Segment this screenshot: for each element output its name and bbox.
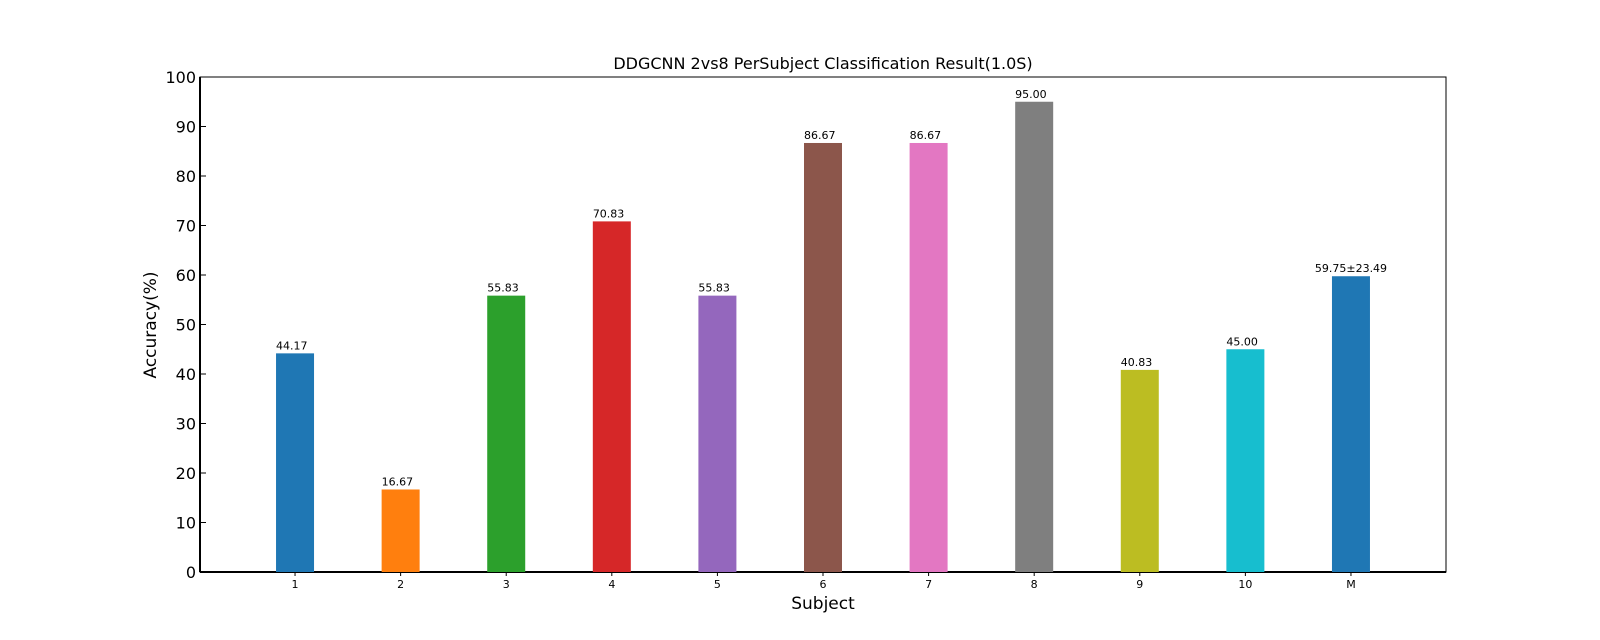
y-tick-label: 40 [176,365,196,384]
x-tick-label: 1 [292,578,299,591]
y-tick-label: 10 [176,514,196,533]
x-tick-label: 3 [503,578,510,591]
x-axis-ticks: 1 2 3 4 5 6 7 8 9 10 M [292,572,1356,591]
x-tick-label: 6 [820,578,827,591]
y-axis-label: Accuracy(%) [141,271,161,378]
data-label-subject-5: 55.83 [698,282,730,295]
x-tick-label: 8 [1031,578,1038,591]
bar-subject-3 [487,295,526,572]
data-label-subject-2: 16.67 [382,475,414,488]
bar-subject-1 [276,353,315,572]
x-axis-label: Subject [791,594,855,614]
data-label-subject-6: 86.67 [804,129,836,142]
data-label-subject-8: 95.00 [1015,88,1047,101]
x-tick-label: M [1346,578,1356,591]
chart-title: DDGCNN 2vs8 PerSubject Classification Re… [613,54,1032,73]
x-tick-label: 10 [1238,578,1252,591]
bar-subject-7 [909,142,948,572]
bar-subject-9 [1120,369,1159,572]
x-tick-label: 7 [925,578,932,591]
x-tick-label: 9 [1136,578,1143,591]
data-label-subject-4: 70.83 [593,207,625,220]
y-tick-label: 100 [165,68,196,87]
y-axis-ticks: 0 10 20 30 40 50 60 70 80 90 100 [165,68,206,582]
x-tick-label: 5 [714,578,721,591]
data-label-subject-M: 59.75±23.49 [1315,262,1387,275]
data-label-subject-7: 86.67 [910,129,942,142]
y-tick-label: 70 [176,217,196,236]
y-tick-label: 30 [176,415,196,434]
data-label-subject-3: 55.83 [487,282,519,295]
x-tick-label: 2 [397,578,404,591]
bar-subject-10 [1226,349,1265,572]
data-label-subject-1: 44.17 [276,339,308,352]
x-tick-label: 4 [608,578,615,591]
bar-subject-4 [592,221,631,573]
y-tick-label: 50 [176,316,196,335]
y-tick-label: 60 [176,266,196,285]
bar-subject-M [1331,276,1370,572]
bars [276,101,1370,573]
data-label-subject-10: 45.00 [1226,335,1258,348]
data-labels: 44.17 16.67 55.83 70.83 55.83 86.67 86.67 95.00… [276,88,1387,489]
bar-subject-8 [1015,101,1054,572]
y-tick-label: 90 [176,118,196,137]
y-tick-label: 0 [186,563,196,582]
bar-subject-2 [381,489,420,572]
y-tick-label: 80 [176,167,196,186]
bar-subject-6 [804,142,842,572]
data-label-subject-9: 40.83 [1121,356,1153,369]
bar-subject-5 [698,295,737,572]
y-tick-label: 20 [176,464,196,483]
